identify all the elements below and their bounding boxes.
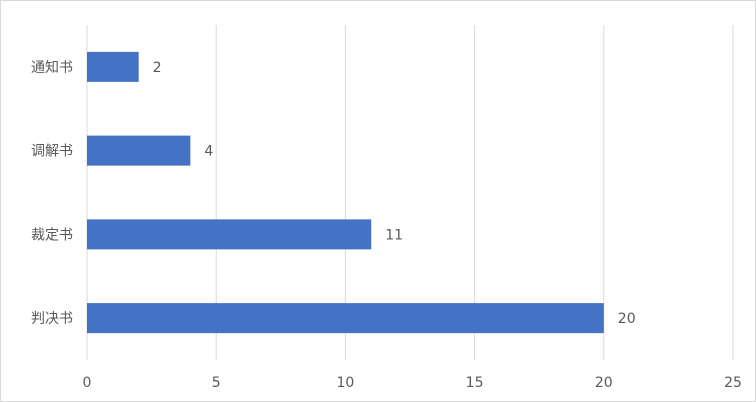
y-tick-label: 通知书 — [31, 59, 73, 76]
y-tick-label: 裁定书 — [31, 227, 73, 243]
data-label: 11 — [385, 227, 403, 243]
x-tick-label: 0 — [83, 375, 92, 391]
bar — [87, 51, 139, 82]
bar — [87, 219, 372, 250]
y-tick-label: 判决书 — [31, 311, 73, 327]
y-tick-label: 调解书 — [31, 144, 73, 160]
x-tick-label: 10 — [336, 375, 354, 391]
bar — [87, 303, 604, 334]
data-label: 20 — [618, 311, 636, 327]
data-label: 2 — [153, 60, 162, 76]
bar — [87, 135, 191, 166]
data-label: 4 — [204, 144, 213, 160]
x-tick-label: 5 — [212, 375, 221, 391]
x-tick-label: 25 — [724, 375, 742, 391]
x-tick-label: 15 — [466, 375, 484, 391]
x-tick-label: 20 — [595, 375, 613, 391]
